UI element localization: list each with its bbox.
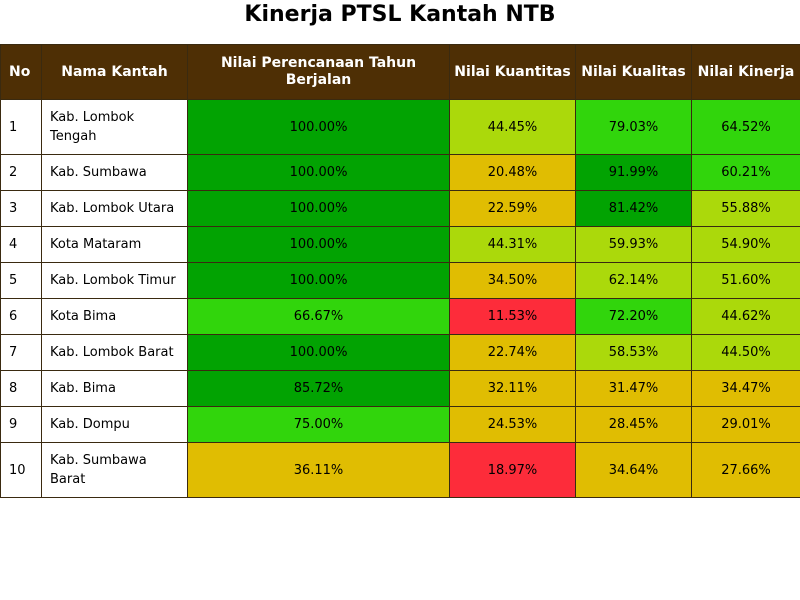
plan-value: 100.00% <box>187 226 450 263</box>
header-quality: Nilai Kualitas <box>575 44 692 100</box>
quantity-value: 20.48% <box>449 154 576 191</box>
kantah-name: Kab. Dompu <box>41 406 188 443</box>
performance-value: 54.90% <box>691 226 800 263</box>
quantity-value: 24.53% <box>449 406 576 443</box>
row-number: 10 <box>0 442 42 498</box>
performance-table: No Nama Kantah Nilai Perencanaan Tahun B… <box>0 44 800 498</box>
quantity-value: 22.74% <box>449 334 576 371</box>
plan-value: 100.00% <box>187 154 450 191</box>
row-number: 4 <box>0 226 42 263</box>
row-number: 8 <box>0 370 42 407</box>
performance-value: 44.62% <box>691 298 800 335</box>
performance-value: 27.66% <box>691 442 800 498</box>
quality-value: 72.20% <box>575 298 692 335</box>
plan-value: 100.00% <box>187 99 450 155</box>
kantah-name: Kab. Lombok Tengah <box>41 99 188 155</box>
plan-value: 66.67% <box>187 298 450 335</box>
kantah-name: Kab. Sumbawa Barat <box>41 442 188 498</box>
plan-value: 100.00% <box>187 262 450 299</box>
header-quantity: Nilai Kuantitas <box>449 44 576 100</box>
table-row: 5 Kab. Lombok Timur 100.00% 34.50% 62.14% 51.… <box>0 262 800 299</box>
table-row: 3 Kab. Lombok Utara 100.00% 22.59% 81.42% 55.… <box>0 190 800 227</box>
performance-value: 34.47% <box>691 370 800 407</box>
quantity-value: 44.31% <box>449 226 576 263</box>
row-number: 2 <box>0 154 42 191</box>
kantah-name: Kab. Lombok Utara <box>41 190 188 227</box>
row-number: 3 <box>0 190 42 227</box>
quality-value: 58.53% <box>575 334 692 371</box>
table-row: 9 Kab. Dompu 75.00% 24.53% 28.45% 29.01% <box>0 406 800 443</box>
kantah-name: Kab. Lombok Timur <box>41 262 188 299</box>
kantah-name: Kota Mataram <box>41 226 188 263</box>
quantity-value: 11.53% <box>449 298 576 335</box>
performance-value: 44.50% <box>691 334 800 371</box>
performance-value: 51.60% <box>691 262 800 299</box>
row-number: 6 <box>0 298 42 335</box>
plan-value: 75.00% <box>187 406 450 443</box>
plan-value: 36.11% <box>187 442 450 498</box>
header-name: Nama Kantah <box>41 44 188 100</box>
quality-value: 91.99% <box>575 154 692 191</box>
quality-value: 62.14% <box>575 262 692 299</box>
performance-value: 29.01% <box>691 406 800 443</box>
header-no: No <box>0 44 42 100</box>
table-row: 2 Kab. Sumbawa 100.00% 20.48% 91.99% 60.21% <box>0 154 800 191</box>
row-number: 7 <box>0 334 42 371</box>
table-row: 1 Kab. Lombok Tengah 100.00% 44.45% 79.03% 64… <box>0 99 800 155</box>
header-performance: Nilai Kinerja <box>691 44 800 100</box>
table-row: 4 Kota Mataram 100.00% 44.31% 59.93% 54.90% <box>0 226 800 263</box>
table-row: 6 Kota Bima 66.67% 11.53% 72.20% 44.62% <box>0 298 800 335</box>
header-plan: Nilai Perencanaan Tahun Berjalan <box>187 44 450 100</box>
performance-value: 60.21% <box>691 154 800 191</box>
quantity-value: 22.59% <box>449 190 576 227</box>
table-row: 10 Kab. Sumbawa Barat 36.11% 18.97% 34.64% 27… <box>0 442 800 498</box>
kantah-name: Kab. Sumbawa <box>41 154 188 191</box>
quantity-value: 18.97% <box>449 442 576 498</box>
quantity-value: 32.11% <box>449 370 576 407</box>
table-row: 8 Kab. Bima 85.72% 32.11% 31.47% 34.47% <box>0 370 800 407</box>
kantah-name: Kota Bima <box>41 298 188 335</box>
kantah-name: Kab. Bima <box>41 370 188 407</box>
quantity-value: 34.50% <box>449 262 576 299</box>
quantity-value: 44.45% <box>449 99 576 155</box>
row-number: 5 <box>0 262 42 299</box>
row-number: 9 <box>0 406 42 443</box>
quality-value: 81.42% <box>575 190 692 227</box>
plan-value: 100.00% <box>187 334 450 371</box>
quality-value: 34.64% <box>575 442 692 498</box>
quality-value: 31.47% <box>575 370 692 407</box>
plan-value: 100.00% <box>187 190 450 227</box>
table-row: 7 Kab. Lombok Barat 100.00% 22.74% 58.53% 44.… <box>0 334 800 371</box>
kantah-name: Kab. Lombok Barat <box>41 334 188 371</box>
quality-value: 59.93% <box>575 226 692 263</box>
page-title: Kinerja PTSL Kantah NTB <box>244 2 556 27</box>
plan-value: 85.72% <box>187 370 450 407</box>
performance-value: 55.88% <box>691 190 800 227</box>
quality-value: 28.45% <box>575 406 692 443</box>
row-number: 1 <box>0 99 42 155</box>
quality-value: 79.03% <box>575 99 692 155</box>
performance-value: 64.52% <box>691 99 800 155</box>
table-header-row: No Nama Kantah Nilai Perencanaan Tahun B… <box>0 44 800 100</box>
